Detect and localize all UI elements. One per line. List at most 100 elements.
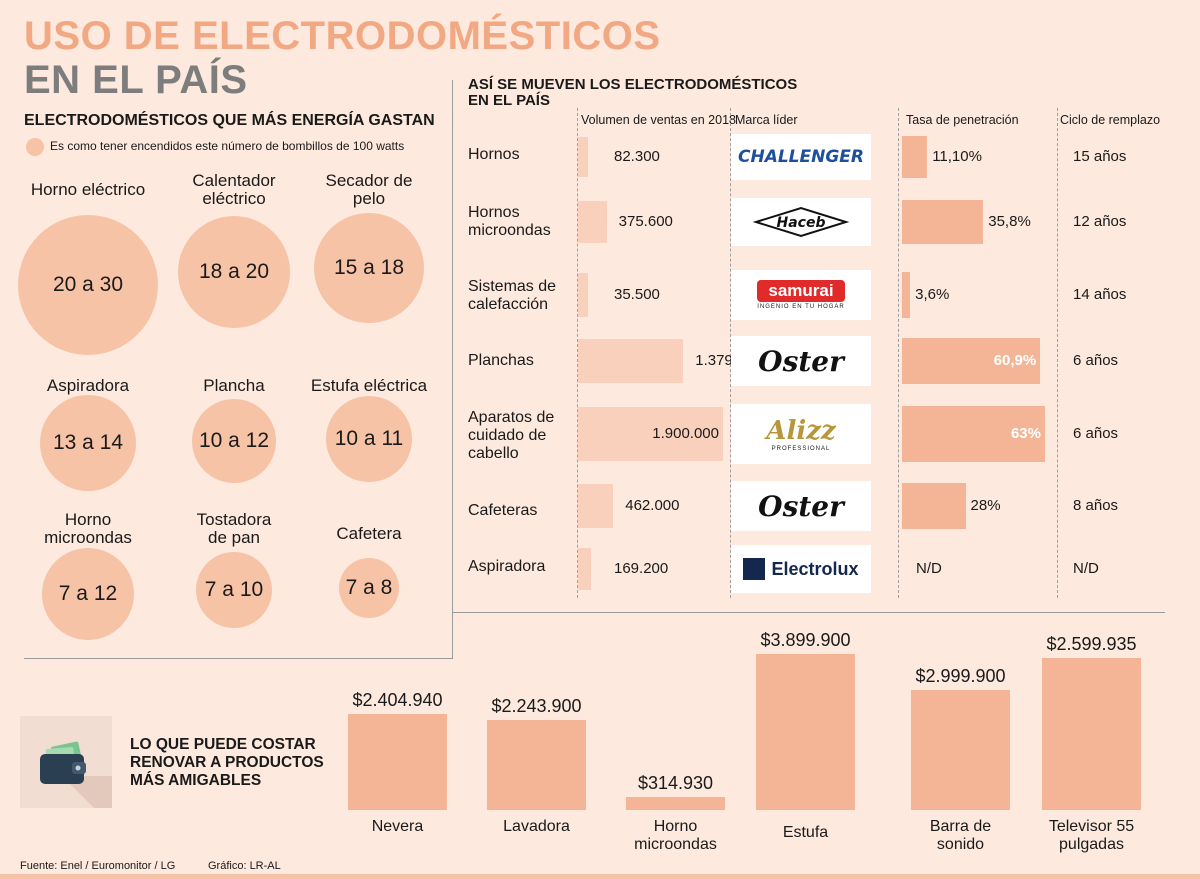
- volume-value: 375.600: [618, 213, 673, 230]
- cost-heading-line2: RENOVAR A PRODUCTOS: [130, 754, 324, 771]
- column-separator: [1057, 108, 1058, 598]
- vertical-divider: [452, 80, 453, 659]
- volume-bar: [578, 339, 684, 383]
- brand-logo: samurai INGENIO EN TU HOGAR: [731, 270, 871, 320]
- penetration-bar: [902, 483, 966, 529]
- market-row-label: Aspiradora: [468, 558, 546, 575]
- replacement-cycle: 15 años: [1073, 148, 1127, 165]
- brand-logo: Oster: [731, 336, 871, 386]
- energy-item-label: Secador de pelo: [325, 171, 413, 208]
- brand-logo: Electrolux: [731, 545, 871, 593]
- cost-category-label: Estufa: [782, 824, 829, 841]
- penetration-bar: [902, 406, 1045, 462]
- market-heading-line1: ASÍ SE MUEVEN LOS ELECTRODOMÉSTICOS: [468, 76, 798, 93]
- market-row-label: Hornos microondas: [468, 204, 551, 239]
- svg-text:Haceb: Haceb: [777, 215, 826, 231]
- col-penetration: Tasa de penetración: [906, 113, 1019, 127]
- replacement-cycle: 14 años: [1073, 286, 1127, 303]
- market-row-label: Aparatos de cuidado de cabello: [468, 409, 555, 462]
- volume-value: 35.500: [614, 286, 660, 303]
- page-title: USO DE ELECTRODOMÉSTICOS: [24, 14, 661, 58]
- market-row-label: Hornos: [468, 146, 520, 163]
- energy-item-label: Horno microondas: [44, 510, 132, 547]
- replacement-cycle: 6 años: [1073, 425, 1119, 442]
- footer-source: Fuente: Enel / Euromonitor / LG: [20, 860, 176, 872]
- replacement-cycle: N/D: [1073, 560, 1099, 577]
- replacement-cycle: 12 años: [1073, 213, 1127, 230]
- cost-category-label: Horno microondas: [634, 818, 717, 853]
- replacement-cycle: 6 años: [1073, 352, 1119, 369]
- energy-bubble: 7 a 8: [339, 558, 399, 618]
- cost-heading-line3: MÁS AMIGABLES: [130, 772, 262, 789]
- column-separator: [730, 108, 731, 598]
- cost-value-label: $2.404.940: [352, 689, 443, 710]
- cost-heading-line1: LO QUE PUEDE COSTAR: [130, 736, 316, 753]
- cost-value-label: $3.899.900: [760, 630, 851, 650]
- penetration-value: 60,9%: [993, 352, 1037, 369]
- wallet-icon-tile: [20, 716, 112, 808]
- volume-bar: [578, 273, 588, 317]
- market-row-label: Planchas: [468, 352, 534, 369]
- penetration-value: 63%: [1010, 425, 1041, 442]
- cost-value-label: $314.930: [637, 773, 714, 794]
- energy-bubble: 18 a 20: [178, 216, 290, 328]
- market-row-label: Sistemas de calefacción: [468, 278, 557, 313]
- energy-bubble: 10 a 12: [192, 399, 276, 483]
- volume-bar: [578, 548, 591, 590]
- penetration-value: N/D: [916, 560, 942, 577]
- cost-bar: [1042, 658, 1141, 810]
- col-volume: Volumen de ventas en 2018: [581, 113, 736, 127]
- cost-value-label: $2.243.900: [491, 696, 582, 717]
- cost-category-label: Televisor 55 pulgadas: [1048, 818, 1135, 853]
- energy-item-label: Calentador eléctrico: [192, 171, 276, 208]
- penetration-value: 11,10%: [932, 148, 982, 165]
- penetration-bar: [902, 272, 911, 318]
- volume-value: 462.000: [625, 497, 680, 514]
- energy-bubble: 15 a 18: [314, 213, 424, 323]
- cost-bar: [756, 654, 855, 810]
- energy-item-label: Estufa eléctrica: [310, 376, 428, 395]
- page-subtitle: EN EL PAÍS: [24, 58, 248, 102]
- legend-bubble-icon: [26, 138, 44, 156]
- energy-bubble: 13 a 14: [40, 395, 136, 491]
- penetration-value: 35,8%: [988, 213, 1031, 230]
- col-cycle: Ciclo de remplazo: [1060, 113, 1161, 127]
- penetration-bar: [902, 200, 984, 244]
- energy-item-label: Aspiradora: [46, 376, 130, 395]
- market-heading-line2: EN EL PAÍS: [468, 92, 550, 109]
- penetration-bar: [902, 338, 1041, 384]
- energy-heading: ELECTRODOMÉSTICOS QUE MÁS ENERGÍA GASTAN: [24, 112, 435, 129]
- penetration-value: 28%: [970, 497, 1001, 514]
- cost-category-label: Barra de sonido: [929, 818, 992, 853]
- volume-bar: [578, 484, 614, 528]
- volume-value: 1.900.000: [652, 425, 719, 442]
- cost-value-label: $2.599.935: [1046, 634, 1137, 654]
- col-brand: Marca líder: [735, 113, 798, 127]
- column-separator: [577, 108, 578, 598]
- replacement-cycle: 8 años: [1073, 497, 1119, 514]
- energy-item-label: Cafetera: [336, 524, 402, 543]
- brand-logo: Oster: [731, 481, 871, 531]
- volume-bar: [578, 201, 607, 243]
- penetration-bar: [902, 136, 928, 178]
- cost-heading: LO QUE PUEDE COSTAR RENOVAR A PRODUCTOS …: [130, 736, 324, 790]
- brand-logo: CHALLENGER: [731, 134, 871, 180]
- energy-item-label: Tostadora de pan: [196, 510, 272, 547]
- cost-bar: [348, 713, 447, 810]
- energy-bubble: 7 a 12: [42, 548, 134, 640]
- energy-panel-bottom-divider: [24, 658, 452, 659]
- wallet-icon: [40, 741, 112, 808]
- cost-bar: [487, 720, 586, 810]
- volume-bar: [578, 407, 723, 461]
- market-row-label: Cafeteras: [468, 502, 538, 519]
- brand-logo: Alizz PROFESSIONAL: [731, 404, 871, 464]
- penetration-value: 3,6%: [915, 286, 950, 303]
- volume-value: 169.200: [614, 560, 669, 577]
- energy-bubble: 7 a 10: [196, 552, 272, 628]
- cost-value-label: $2.999.900: [915, 666, 1006, 686]
- volume-bar: [578, 137, 588, 177]
- brand-logo: Haceb: [731, 198, 871, 246]
- bottom-band: [0, 874, 1200, 879]
- column-separator: [898, 108, 899, 598]
- cost-category-label: Nevera: [371, 818, 424, 835]
